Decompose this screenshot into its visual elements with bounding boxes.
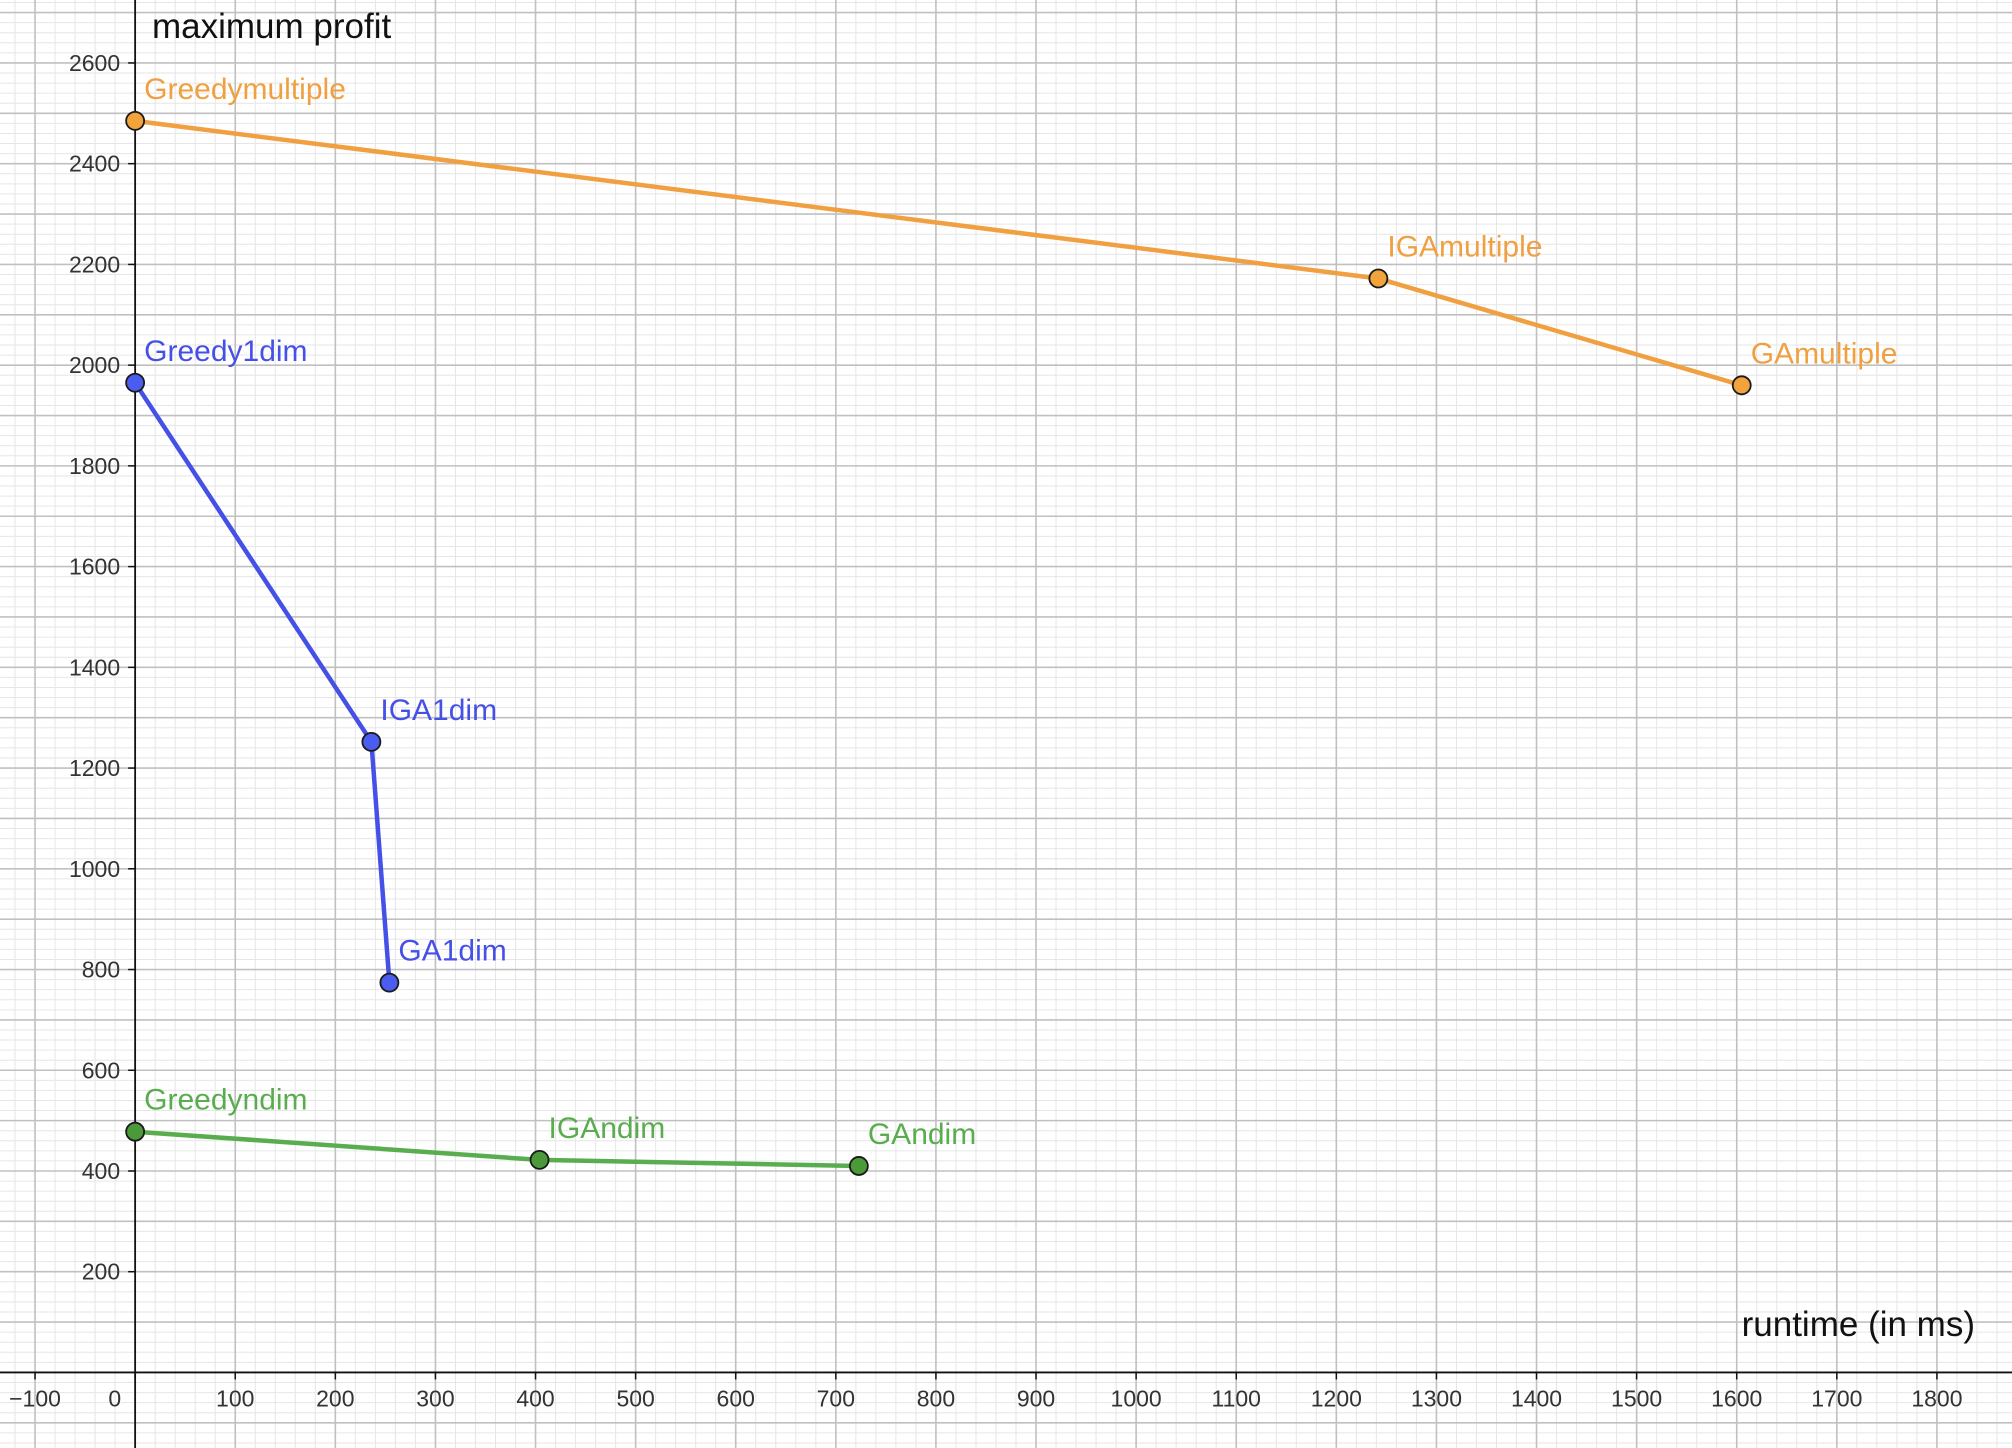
series-1: Greedy1dim IGA1dim GA1dim xyxy=(125,335,507,993)
x-tick-label: 200 xyxy=(316,1385,354,1411)
y-tick-label: 1200 xyxy=(69,755,120,781)
x-tick-label: −100 xyxy=(9,1385,61,1411)
x-axis-label: runtime (in ms) xyxy=(1742,1305,1975,1344)
x-tick-label: 1300 xyxy=(1411,1385,1462,1411)
x-tick-label: 1200 xyxy=(1311,1385,1362,1411)
x-tick-label: 600 xyxy=(717,1385,755,1411)
data-point xyxy=(848,1156,869,1176)
x-tick-label: 100 xyxy=(216,1385,254,1411)
x-tick-label: 1000 xyxy=(1111,1385,1162,1411)
data-point xyxy=(529,1150,550,1170)
x-tick-label: 0 xyxy=(108,1385,121,1411)
data-point xyxy=(125,110,146,131)
data-point xyxy=(1368,268,1389,289)
data-label: IGAmultiple xyxy=(1387,231,1542,264)
data-label: Greedyndim xyxy=(144,1084,307,1117)
series-0: Greedymultiple IGAmultiple GAmultiple xyxy=(125,73,1898,396)
y-tick-label: 2000 xyxy=(69,352,120,378)
y-tick-label: 2200 xyxy=(69,251,120,277)
data-label: Greedymultiple xyxy=(144,73,346,106)
y-tick-label: 2600 xyxy=(69,50,120,76)
series-group: GreedymultipleIGAmultipleGAmultipleGreed… xyxy=(125,73,1898,1176)
data-label: IGAndim xyxy=(549,1112,666,1145)
data-label: GAmultiple xyxy=(1751,337,1898,370)
y-tick-label: 1600 xyxy=(69,554,120,580)
data-point xyxy=(125,1121,146,1142)
x-tick-label: 1400 xyxy=(1511,1385,1562,1411)
y-tick-label: 600 xyxy=(82,1057,120,1083)
x-tick-label: 700 xyxy=(817,1385,855,1411)
data-point xyxy=(361,731,382,752)
x-tick-label: 1600 xyxy=(1711,1385,1762,1411)
data-point xyxy=(379,972,400,993)
y-tick-label: 1800 xyxy=(69,453,120,479)
x-tick-label: 1500 xyxy=(1611,1385,1662,1411)
y-tick-label: 800 xyxy=(82,957,120,983)
x-tick-label: 1800 xyxy=(1911,1385,1962,1411)
tick-labels: −100 0 100 200 300 400 500 600 700 800 900 1000 1100… xyxy=(9,50,1962,1411)
y-tick-label: 1400 xyxy=(69,654,120,680)
x-tick-label: 1700 xyxy=(1811,1385,1862,1411)
data-label: GAndim xyxy=(868,1118,976,1151)
data-point xyxy=(125,372,146,393)
y-tick-label: 200 xyxy=(82,1259,120,1285)
data-label: IGA1dim xyxy=(380,694,497,727)
y-tick-label: 400 xyxy=(82,1158,120,1184)
x-tick-label: 500 xyxy=(616,1385,654,1411)
x-tick-label: 800 xyxy=(917,1385,955,1411)
data-label: GA1dim xyxy=(398,935,506,968)
x-tick-label: 300 xyxy=(416,1385,454,1411)
x-tick-label: 900 xyxy=(1017,1385,1055,1411)
data-label: Greedy1dim xyxy=(144,335,307,368)
y-tick-label: 1000 xyxy=(69,856,120,882)
x-tick-label: 400 xyxy=(516,1385,554,1411)
x-tick-label: 1100 xyxy=(1211,1385,1260,1411)
y-axis-label: maximum profit xyxy=(152,7,391,46)
series-2: Greedyndim IGAndim GAndim xyxy=(125,1084,976,1176)
y-tick-label: 2400 xyxy=(69,151,120,177)
data-point xyxy=(1731,375,1752,396)
